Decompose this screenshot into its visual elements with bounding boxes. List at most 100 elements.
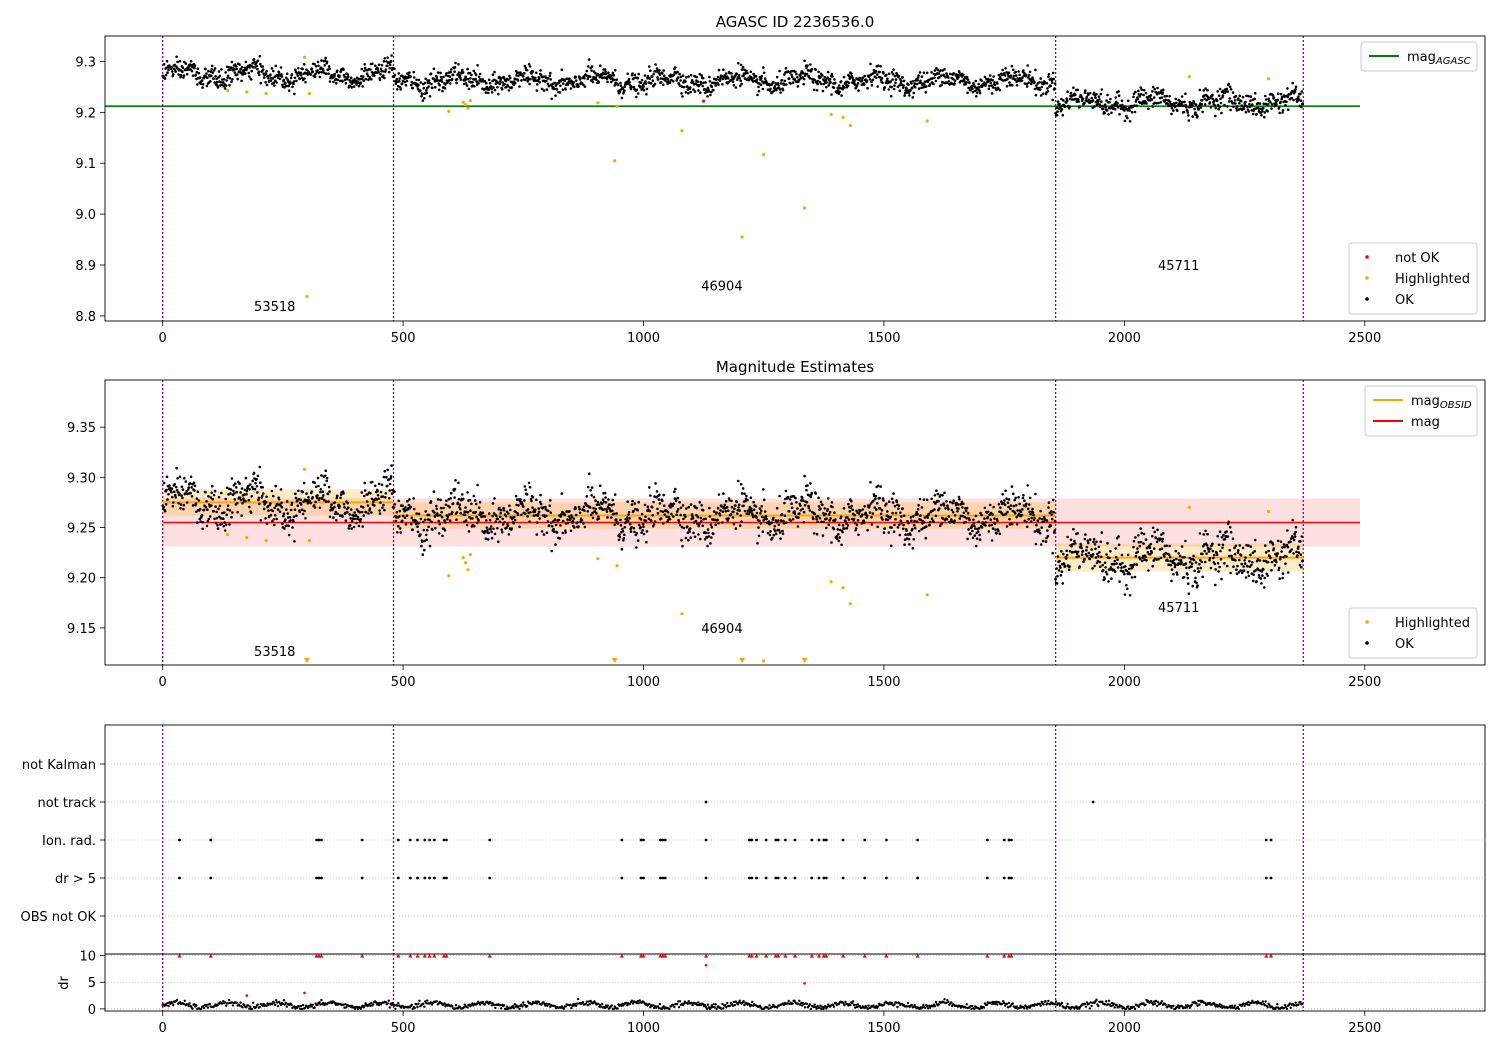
ok-point [376, 489, 379, 493]
ok-point [389, 59, 393, 63]
ok-point [894, 81, 897, 84]
ok-point [384, 68, 388, 71]
ok-point [1027, 81, 1030, 84]
ok-point [684, 80, 687, 83]
ok-point [352, 525, 356, 529]
ok-point [328, 80, 332, 83]
ok-point [513, 81, 517, 85]
ok-point [1218, 530, 1222, 533]
ok-point [904, 89, 907, 92]
ok-point [708, 80, 712, 83]
ok-point [455, 518, 458, 521]
ok-point [1185, 566, 1188, 570]
ok-point [770, 521, 774, 524]
ok-point [709, 523, 713, 526]
ok-point [561, 88, 565, 91]
ok-point [1144, 538, 1148, 541]
ok-point [639, 518, 643, 521]
ok-point [679, 75, 683, 79]
flag-point [663, 838, 667, 842]
ok-point [526, 508, 530, 511]
ok-point [304, 80, 307, 84]
ok-point [1114, 555, 1118, 559]
ok-point [966, 78, 970, 81]
ok-point [1134, 536, 1137, 539]
ok-point [574, 507, 577, 510]
ok-point [1155, 101, 1158, 105]
ok-point [346, 77, 349, 81]
ok-point [1132, 539, 1136, 543]
ok-point [305, 68, 308, 71]
ok-point [1299, 99, 1303, 102]
ok-point [485, 519, 488, 522]
ok-point [1260, 570, 1264, 573]
ok-point [965, 517, 968, 520]
ok-point [388, 482, 392, 486]
ok-point [1230, 554, 1233, 558]
ok-point [265, 70, 268, 73]
ok-point [333, 72, 337, 76]
ok-point [1153, 87, 1156, 91]
ok-point [721, 83, 724, 86]
ok-point [1217, 94, 1221, 97]
ok-point [1159, 537, 1162, 540]
ok-point [1129, 564, 1133, 567]
ok-point [1259, 577, 1263, 580]
ok-point [1011, 522, 1014, 526]
ok-point [951, 77, 955, 81]
ok-point [276, 76, 280, 80]
ok-point [998, 532, 1002, 536]
ok-point [389, 475, 393, 478]
ok-point [875, 76, 878, 80]
ok-point [1255, 580, 1258, 583]
ok-point [741, 487, 745, 490]
ok-point [642, 88, 646, 92]
ok-point [817, 70, 820, 74]
ok-point [1025, 73, 1028, 77]
ok-point [1181, 556, 1184, 559]
y-tick-label: 9.1 [75, 157, 96, 172]
ok-point [941, 69, 944, 72]
ok-point [1101, 569, 1105, 572]
ok-point [838, 90, 841, 94]
ok-point [277, 71, 281, 74]
ok-point [909, 89, 912, 92]
panel-magnitude-estimates: Magnitude Estimates 9.159.209.259.309.35… [67, 358, 1486, 690]
ok-point [1298, 563, 1302, 567]
ok-point [1198, 88, 1202, 92]
ok-point [226, 74, 230, 78]
ok-point [376, 67, 379, 70]
ok-point [1026, 507, 1030, 511]
ok-point [1151, 534, 1154, 538]
ok-point [595, 503, 599, 507]
ok-point [286, 80, 290, 84]
ok-point [716, 518, 719, 522]
ok-point [675, 510, 679, 513]
ok-point [324, 500, 328, 503]
ok-point [1017, 512, 1021, 515]
ok-point [1199, 566, 1203, 570]
ok-point [1007, 498, 1011, 501]
ok-point [259, 481, 262, 485]
ok-point [1191, 584, 1194, 588]
ok-point [360, 67, 364, 71]
ok-point [707, 90, 711, 93]
ok-point [478, 500, 482, 504]
ok-point [1081, 549, 1085, 553]
ok-point [1136, 550, 1140, 554]
ok-point [1189, 101, 1193, 105]
ok-point [1164, 551, 1167, 555]
ok-point [1201, 110, 1204, 114]
flag-point [776, 876, 780, 880]
ok-point [613, 68, 617, 72]
ok-point [790, 506, 794, 510]
ok-point [289, 76, 293, 80]
ok-point [222, 511, 226, 514]
ok-point [1015, 516, 1018, 519]
ok-point [264, 72, 268, 76]
ok-point [363, 63, 367, 66]
ok-point [1098, 550, 1101, 554]
ok-point [813, 512, 816, 516]
ok-point [326, 492, 330, 496]
ok-point [730, 75, 734, 78]
